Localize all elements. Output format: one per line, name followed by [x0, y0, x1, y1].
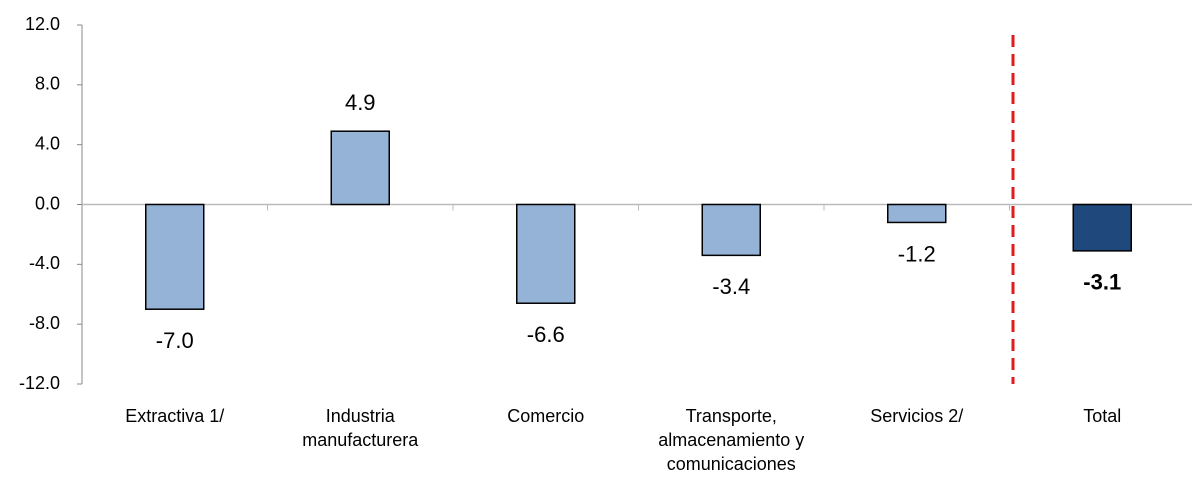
value-label: -3.4 — [712, 274, 750, 299]
y-tick-label: 8.0 — [35, 74, 60, 94]
value-label: -3.1 — [1083, 270, 1121, 295]
x-tick-label: Servicios 2/ — [870, 406, 964, 426]
bar — [887, 203, 947, 224]
y-tick-label: 4.0 — [35, 133, 60, 153]
y-tick-label: 0.0 — [35, 193, 60, 213]
value-label: -1.2 — [898, 241, 936, 266]
value-label: -6.6 — [527, 322, 565, 347]
y-tick-label: -12.0 — [19, 373, 60, 393]
bar — [1072, 203, 1132, 252]
y-tick-label: -4.0 — [29, 253, 60, 273]
x-tick-label: Comercio — [507, 406, 585, 426]
y-tick-label: -8.0 — [29, 313, 60, 333]
value-label: -7.0 — [156, 328, 194, 353]
bar — [145, 203, 205, 310]
bar — [330, 130, 390, 206]
x-tick-label: Total — [1083, 406, 1122, 426]
x-tick-label: Transporte, almacenamiento y comunicacio… — [658, 406, 805, 474]
value-label: 4.9 — [345, 90, 376, 115]
x-tick-label: Industria manufacturera — [302, 406, 419, 450]
bar — [516, 203, 576, 304]
bar — [701, 203, 761, 257]
x-tick-label: Extractiva 1/ — [125, 406, 225, 426]
y-tick-label: 12.0 — [25, 14, 60, 34]
